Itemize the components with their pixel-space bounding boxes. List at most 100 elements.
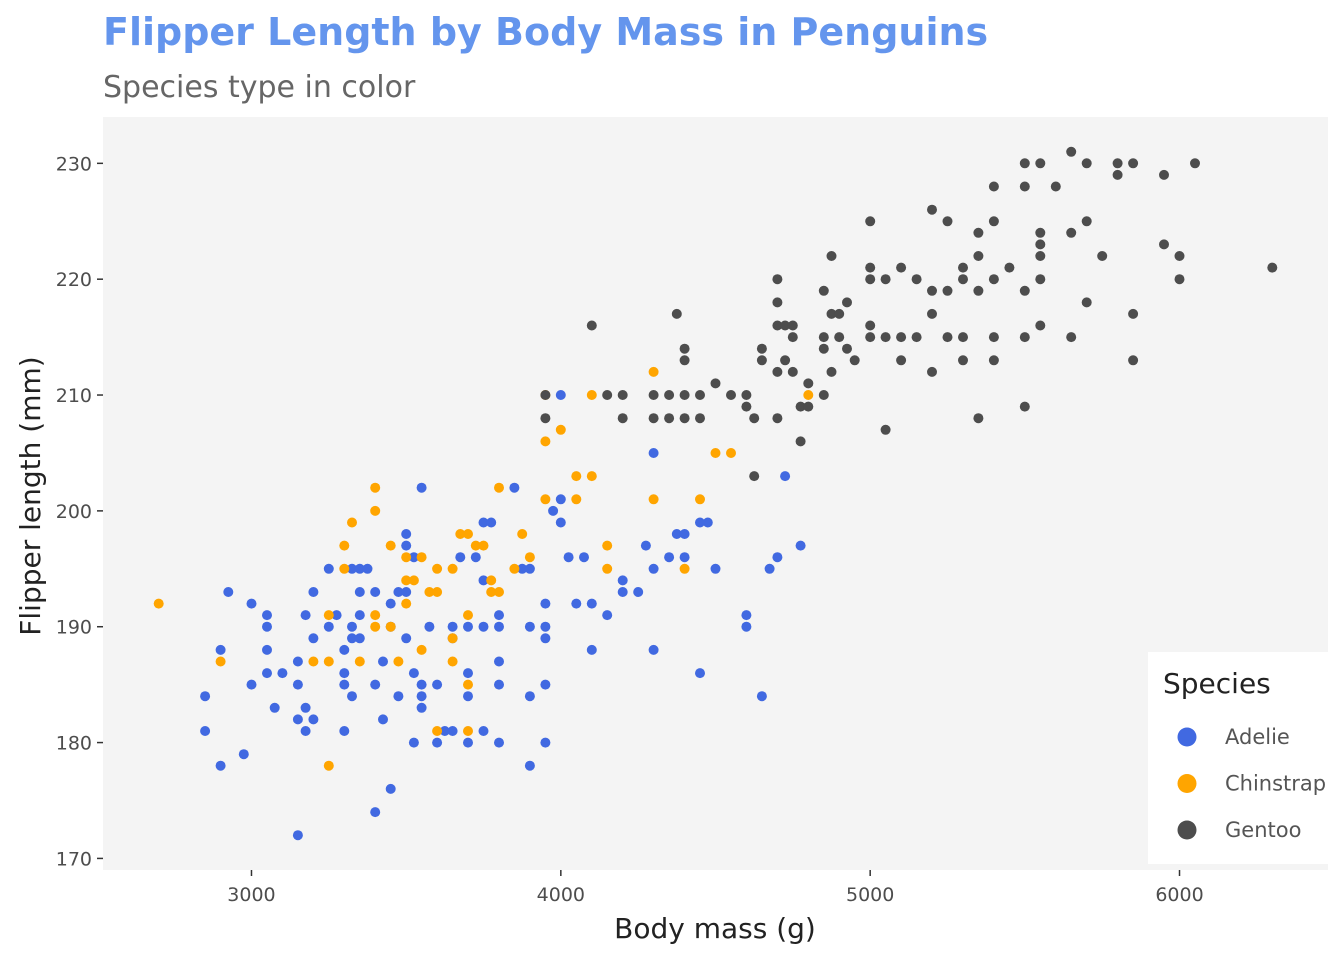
point-chinstrap [679,563,690,574]
point-adelie [385,598,396,609]
point-chinstrap [370,621,381,632]
point-adelie [424,621,435,632]
point-gentoo [586,320,597,331]
point-adelie [478,575,489,586]
point-gentoo [648,390,659,400]
point-adelie [679,552,690,563]
point-chinstrap [447,656,458,667]
point-adelie [262,668,272,679]
point-chinstrap [401,598,412,609]
point-adelie [524,691,535,702]
point-gentoo [1050,181,1061,192]
point-adelie [780,471,791,482]
point-gentoo [842,297,852,308]
point-adelie [308,587,319,597]
point-gentoo [834,308,845,319]
point-chinstrap [517,529,528,539]
point-gentoo [927,285,937,296]
point-adelie [300,702,311,713]
point-gentoo [1128,158,1139,169]
point-gentoo [803,378,814,389]
legend-title: Species [1163,667,1271,700]
point-gentoo [1066,227,1077,238]
point-gentoo [865,320,876,331]
point-gentoo [1066,146,1077,157]
point-gentoo [958,355,968,366]
point-chinstrap [354,656,365,667]
point-gentoo [942,285,953,296]
point-adelie [540,633,551,644]
point-gentoo [927,366,937,377]
point-chinstrap [339,563,350,574]
point-gentoo [1019,158,1030,169]
y-axis-title: Flipper length (mm) [14,356,47,635]
point-adelie [540,598,551,609]
point-gentoo [942,216,953,227]
point-chinstrap [540,436,551,447]
point-gentoo [988,355,999,366]
point-gentoo [896,355,907,366]
point-gentoo [973,227,984,238]
point-gentoo [818,285,829,296]
point-chinstrap [571,471,582,482]
point-gentoo [865,274,876,285]
point-gentoo [741,390,752,400]
point-chinstrap [393,656,404,667]
point-gentoo [726,390,736,400]
point-chinstrap [401,552,412,563]
point-chinstrap [385,621,396,632]
point-adelie [579,552,589,563]
point-adelie [347,691,357,702]
point-gentoo [880,274,891,285]
point-gentoo [1174,251,1185,261]
point-adelie [323,563,334,574]
point-chinstrap [432,563,443,574]
point-chinstrap [486,575,497,586]
point-adelie [602,610,613,621]
point-gentoo [880,424,891,435]
point-adelie [494,679,504,690]
point-adelie [741,621,752,632]
point-adelie [679,529,690,539]
point-gentoo [1112,169,1123,180]
point-adelie [246,598,257,609]
legend-key-chinstrap [1177,774,1197,793]
point-chinstrap [323,760,334,771]
point-gentoo [1097,251,1108,261]
point-adelie [401,540,412,551]
point-adelie [393,691,404,702]
point-gentoo [1035,251,1046,261]
point-chinstrap [370,505,381,516]
point-gentoo [772,320,783,331]
point-gentoo [664,413,675,424]
point-gentoo [865,262,876,273]
point-adelie [200,726,211,736]
point-adelie [416,691,427,702]
point-adelie [470,552,481,563]
point-gentoo [679,390,690,400]
point-adelie [586,598,597,609]
point-adelie [292,714,303,725]
point-adelie [710,563,721,574]
point-adelie [370,807,381,818]
point-chinstrap [494,587,504,597]
point-chinstrap [370,482,381,493]
point-chinstrap [370,610,381,621]
point-adelie [478,726,489,736]
y-tick-label: 220 [56,269,92,291]
point-adelie [308,633,319,644]
point-adelie [416,679,427,690]
point-adelie [563,552,574,563]
point-gentoo [679,343,690,354]
point-gentoo [896,262,907,273]
point-adelie [262,610,272,621]
point-gentoo [911,332,922,343]
point-adelie [494,656,504,667]
point-gentoo [1267,262,1278,273]
point-adelie [362,563,373,574]
point-gentoo [826,366,837,377]
legend-label-chinstrap: Chinstrap [1225,772,1326,796]
point-adelie [463,668,473,679]
point-adelie [401,587,412,597]
point-adelie [463,691,473,702]
